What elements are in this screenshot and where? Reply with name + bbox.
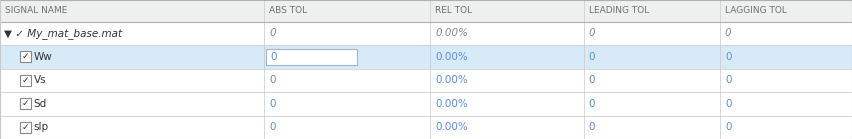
Bar [0, 45, 852, 69]
Text: Sd: Sd [33, 99, 47, 109]
Bar [0, 92, 852, 116]
Text: 0: 0 [589, 52, 595, 62]
Text: 0: 0 [725, 52, 731, 62]
Text: ABS TOL: ABS TOL [269, 6, 308, 15]
Text: 0: 0 [725, 28, 732, 38]
Text: 0: 0 [589, 99, 595, 109]
Bar [266, 49, 358, 65]
Text: 0.00%: 0.00% [435, 75, 468, 85]
Text: 0.00%: 0.00% [435, 28, 469, 38]
Text: ▼ ✓ My_mat_base.mat: ▼ ✓ My_mat_base.mat [4, 28, 122, 39]
Text: 0: 0 [269, 99, 275, 109]
Bar [20, 51, 31, 62]
Text: ✓: ✓ [21, 76, 29, 85]
Bar [0, 0, 852, 22]
Text: 0: 0 [725, 99, 731, 109]
Text: SIGNAL NAME: SIGNAL NAME [5, 6, 67, 15]
Text: ✓: ✓ [21, 123, 29, 132]
Text: 0: 0 [725, 122, 731, 132]
Text: REL TOL: REL TOL [435, 6, 472, 15]
Text: slp: slp [33, 122, 49, 132]
Text: 0.00%: 0.00% [435, 99, 468, 109]
Text: ✓: ✓ [21, 52, 29, 61]
Text: Vs: Vs [33, 75, 46, 85]
Bar [20, 75, 31, 86]
Text: 0: 0 [270, 52, 277, 62]
Text: 0: 0 [589, 122, 595, 132]
Text: 0.00%: 0.00% [435, 122, 468, 132]
Text: 0: 0 [589, 28, 596, 38]
Bar [20, 98, 31, 109]
Text: 0: 0 [269, 75, 275, 85]
Text: LAGGING TOL: LAGGING TOL [725, 6, 786, 15]
Text: 0: 0 [589, 75, 595, 85]
Text: LEADING TOL: LEADING TOL [589, 6, 649, 15]
Text: 0: 0 [269, 122, 275, 132]
Bar [0, 116, 852, 139]
Text: 0.00%: 0.00% [435, 52, 468, 62]
Bar [20, 122, 31, 133]
Text: Ww: Ww [33, 52, 52, 62]
Text: 0: 0 [269, 28, 276, 38]
Text: 0: 0 [725, 75, 731, 85]
Bar [0, 69, 852, 92]
Text: ✓: ✓ [21, 99, 29, 108]
Bar [0, 22, 852, 45]
